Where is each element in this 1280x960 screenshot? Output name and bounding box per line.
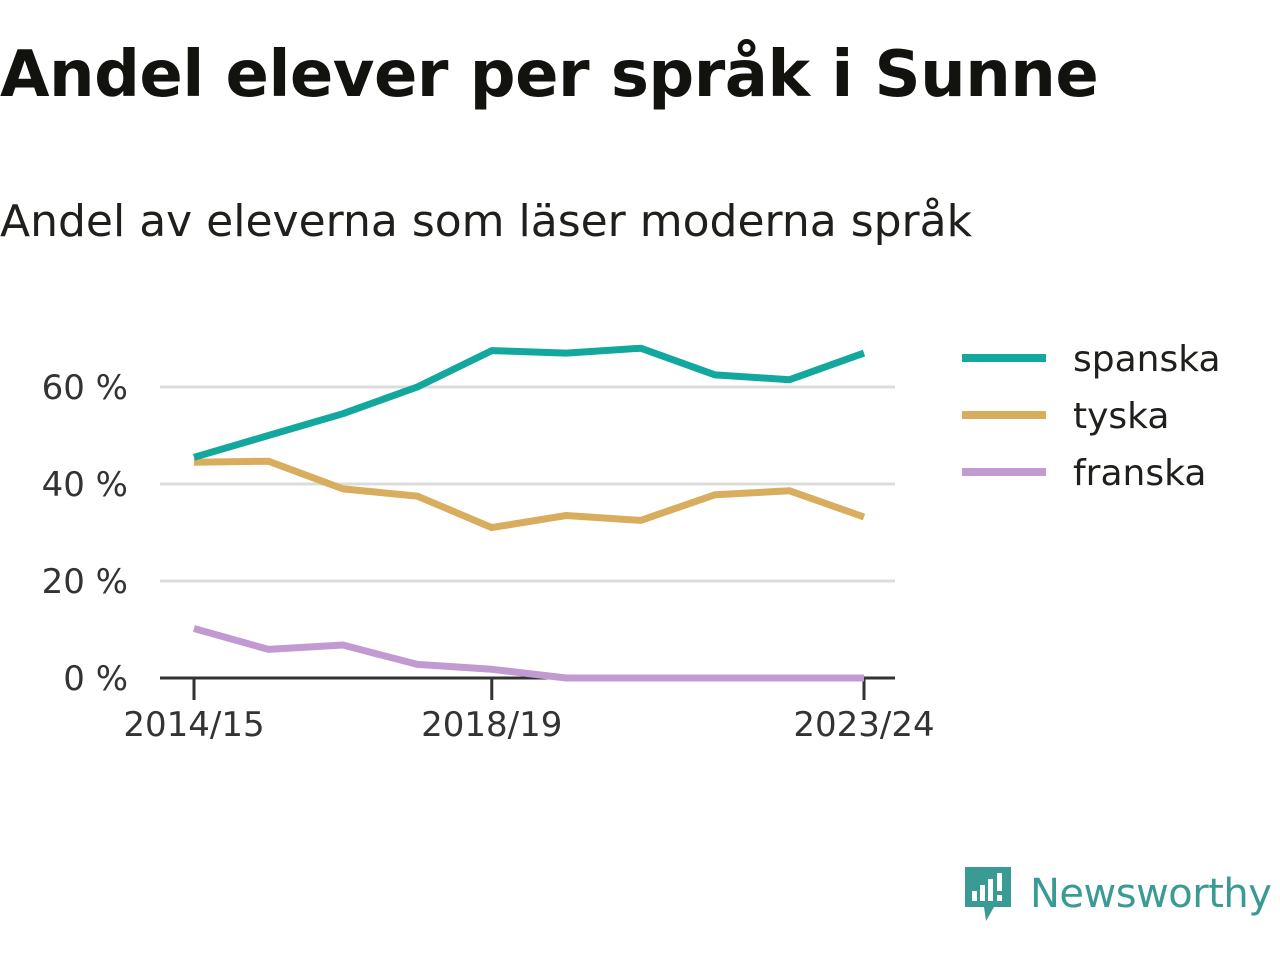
legend-label-tyska: tyska xyxy=(1073,396,1169,437)
chart-title: Andel elever per språk i Sunne xyxy=(0,38,1099,112)
legend-label-spanska: spanska xyxy=(1073,339,1221,380)
x-tick-label: 2014/15 xyxy=(123,705,264,745)
x-tick-label: 2018/19 xyxy=(421,705,562,745)
legend-label-franska: franska xyxy=(1073,453,1206,494)
x-tick-label: 2023/24 xyxy=(793,705,934,745)
brand-name: Newsworthy xyxy=(1030,871,1272,917)
y-tick-label: 0 % xyxy=(63,659,128,699)
chart-subtitle: Andel av eleverna som läser moderna språ… xyxy=(0,196,973,247)
series-line-franska xyxy=(193,625,864,682)
brand-logo: Newsworthy xyxy=(962,862,1272,926)
newsworthy-logo-icon xyxy=(965,867,1011,921)
series-lines xyxy=(193,344,866,682)
line-chart: 0 % 20 % 40 % 60 % 2014/15 2018/19 2023/24 spa… xyxy=(42,339,1221,745)
series-line-tyska xyxy=(193,457,866,532)
y-tick-label: 20 % xyxy=(42,562,128,602)
y-tick-label: 40 % xyxy=(42,465,128,505)
legend: spanska tyska franska xyxy=(962,339,1221,494)
grid-lines xyxy=(160,385,895,583)
axes: 0 % 20 % 40 % 60 % 2014/15 2018/19 2023/24 xyxy=(42,368,935,745)
y-tick-label: 60 % xyxy=(42,368,128,408)
series-line-spanska xyxy=(193,344,866,461)
